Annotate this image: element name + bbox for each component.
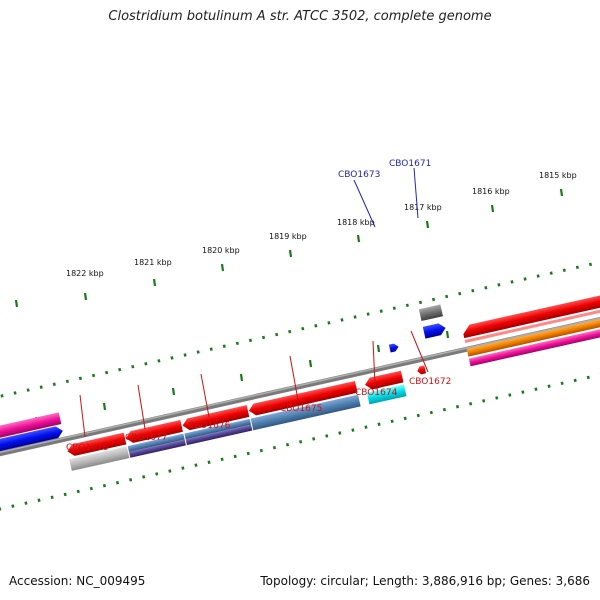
kbp-label: 1818 kbp <box>337 218 375 227</box>
kbp-label: 1817 kbp <box>404 203 442 212</box>
accession-text: Accession: NC_009495 <box>9 574 146 588</box>
gene-CBO1676-steel <box>184 418 252 440</box>
gene-CBO1674-cyan <box>366 384 407 405</box>
gene-CBO1675 <box>248 380 358 416</box>
leader-CBO1673 <box>353 179 376 228</box>
label-CBO1676: CBO1676 <box>188 421 231 431</box>
gene-CBO1674 <box>365 370 404 390</box>
gene-CBO1676-purple <box>185 424 253 446</box>
label-CBO1678: CBO1678 <box>66 443 109 453</box>
reverse-genes <box>67 303 600 471</box>
genome-backbone <box>0 297 600 468</box>
upper-major-ticks <box>14 188 564 308</box>
kbp-label: 1822 kbp <box>66 269 104 278</box>
gene-blue <box>422 323 446 339</box>
kbp-label: 1816 kbp <box>472 187 510 196</box>
gene-CBO1672 <box>417 365 427 375</box>
kbp-label: 1820 kbp <box>202 246 240 255</box>
leader-CBO1678 <box>79 394 86 438</box>
label-CBO1675: CBO1675 <box>280 404 322 414</box>
gene-CBO1677-purple <box>129 439 186 458</box>
label-CBO1677: CBO1677 <box>125 433 167 443</box>
gene-pink-right-top <box>464 294 600 343</box>
gene-CBO1677 <box>125 420 183 443</box>
gene-labels: CBO1671 CBO1673 CBO1672 CBO1674 CBO1675 … <box>66 159 451 453</box>
forward-genes <box>0 280 600 455</box>
gene-blue-left <box>0 426 63 455</box>
leader-lines <box>79 167 429 438</box>
leader-CBO1676 <box>200 373 210 418</box>
kbp-label: 1815 kbp <box>539 171 577 180</box>
gene-magenta-left <box>0 412 62 442</box>
leader-CBO1672 <box>410 330 429 373</box>
gene-magenta-right <box>468 312 600 367</box>
gene-CBO1675-steel <box>250 394 361 431</box>
label-CBO1673: CBO1673 <box>338 170 380 180</box>
gene-CBO1677-steel <box>127 433 185 452</box>
gene-CBO1678 <box>67 432 127 456</box>
leader-CBO1674 <box>372 340 376 385</box>
leader-CBO1677 <box>137 384 146 430</box>
label-CBO1674: CBO1674 <box>355 388 398 398</box>
summary-text: Topology: circular; Length: 3,886,916 bp… <box>260 574 590 588</box>
label-CBO1672: CBO1672 <box>409 377 451 387</box>
gene-blue-small <box>388 343 399 353</box>
leader-CBO1671 <box>413 167 419 219</box>
gene-grey <box>418 304 443 321</box>
gene-CBO1678-silver <box>69 446 130 471</box>
kbp-label: 1819 kbp <box>269 232 307 241</box>
kbp-labels: 1815 kbp 1816 kbp 1817 kbp 1818 kbp 1819… <box>66 171 577 278</box>
gene-magenta-right-edge <box>470 320 600 369</box>
map-title: Clostridium botulinum A str. ATCC 3502, … <box>108 9 492 24</box>
gene-CBO1676 <box>182 405 250 431</box>
gene-red-right <box>463 280 600 339</box>
label-CBO1671: CBO1671 <box>389 159 431 169</box>
kbp-label: 1821 kbp <box>134 258 172 267</box>
gene-orange-right <box>466 303 600 357</box>
leader-CBO1675 <box>289 355 299 401</box>
